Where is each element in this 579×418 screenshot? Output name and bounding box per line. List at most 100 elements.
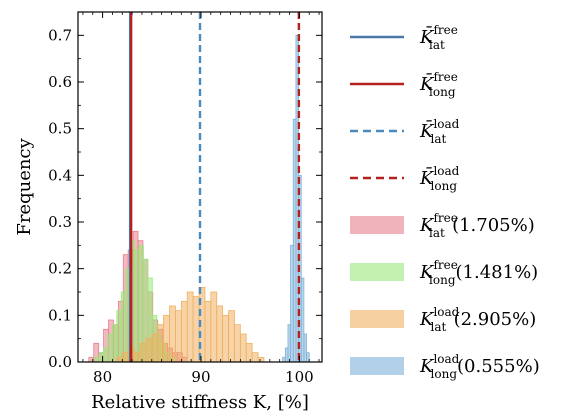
legend-sub: long: [431, 367, 458, 381]
y-tick-label: 0.3: [48, 213, 72, 231]
hist-bar: [186, 291, 194, 362]
legend-item: K̄free lat: [350, 23, 458, 52]
legend-symbol: K̄: [419, 72, 435, 95]
hist-bar: [239, 333, 247, 362]
hist-bar: [134, 249, 140, 362]
legend-sub: long: [431, 179, 458, 193]
legend-sub: lat: [429, 226, 445, 240]
axes-frame: [77, 11, 323, 363]
legend-item: Kfree lat (1.705%): [350, 211, 535, 240]
series-3: [282, 34, 310, 362]
legend-sup: load: [433, 352, 459, 366]
legend-label: Kload long(0.555%): [419, 352, 540, 381]
hist-bar: [112, 324, 118, 362]
legend-sup: free: [433, 70, 457, 84]
y-axis-label: Frequency: [14, 137, 35, 235]
legend-sup: load: [433, 164, 459, 178]
y-tick-label: 0.5: [48, 120, 72, 138]
hist-bar: [175, 310, 182, 362]
x-tick-label: 80: [93, 368, 112, 386]
legend-percent: (0.555%): [457, 356, 540, 377]
legend-label: K̄load lat: [419, 117, 460, 146]
legend-sup: free: [433, 211, 457, 225]
legend-label: Kfree long(1.481%): [419, 258, 538, 287]
hist-bar: [216, 305, 224, 362]
hist-bar: [121, 352, 129, 362]
hist-bar: [139, 342, 147, 362]
hist-bar: [107, 333, 113, 362]
hist-bar: [169, 305, 176, 362]
legend-sub: long: [429, 85, 456, 99]
y-tick-label: 0.0: [48, 353, 72, 371]
legend-sub: lat: [429, 38, 445, 52]
legend-sub: lat: [431, 320, 447, 334]
legend-symbol: K: [419, 262, 435, 283]
hist-bar: [163, 314, 170, 362]
legend-sup: free: [433, 23, 457, 37]
legend-symbol: K: [419, 215, 435, 236]
plot-vlines: [128, 12, 301, 362]
legend-symbol: K̄: [419, 119, 435, 142]
hist-bar: [228, 310, 235, 362]
legend-label: Kfree lat (1.705%): [419, 211, 535, 240]
legend-item: Kfree long(1.481%): [350, 258, 538, 287]
x-tick-label: 100: [285, 368, 314, 386]
legend-sub: long: [429, 273, 456, 287]
legend-symbol: K̄: [419, 166, 435, 189]
y-tick-label: 0.7: [48, 26, 72, 44]
hist-bar: [145, 338, 153, 362]
hist-bar: [94, 356, 100, 362]
legend-percent: (1.705%): [452, 215, 535, 236]
legend-patch-swatch: [350, 263, 404, 281]
legend-patch-swatch: [350, 216, 404, 234]
hist-bar: [116, 310, 122, 362]
legend-item: Kload lat (2.905%): [350, 305, 536, 334]
legend-symbol: K: [419, 356, 435, 377]
legend-patch-swatch: [350, 310, 404, 328]
legend-label: Kload lat (2.905%): [419, 305, 536, 334]
hist-bar: [234, 324, 241, 362]
hist-bar: [245, 342, 253, 362]
axis-ticks: 80 90 100 0.0 0.1 0.2 0.3 0.4 0.5 0.6 0.7: [48, 11, 322, 386]
legend-item: Kload long(0.555%): [350, 352, 540, 381]
y-tick-label: 0.6: [48, 73, 72, 91]
legend-sup: load: [433, 305, 459, 319]
legend-patch-swatch: [350, 357, 404, 375]
legend-sub: lat: [431, 132, 447, 146]
hist-bar: [204, 300, 212, 362]
legend-percent: (2.905%): [454, 309, 537, 330]
hist-bar: [210, 291, 218, 362]
legend-sup: load: [433, 117, 459, 131]
hist-bar: [157, 324, 164, 362]
legend-item: K̄free long: [350, 70, 458, 99]
hist-bar: [192, 296, 200, 362]
y-tick-label: 0.2: [48, 260, 72, 278]
legend-symbol: K: [419, 309, 435, 330]
x-tick-label: 90: [191, 368, 210, 386]
legend-item: K̄load long: [350, 164, 460, 193]
y-tick-label: 0.1: [48, 306, 72, 324]
legend-sup: free: [433, 258, 457, 272]
legend-label: K̄load long: [419, 164, 460, 193]
hist-bar: [257, 356, 265, 362]
legend-item: K̄load lat: [350, 117, 460, 146]
hist-bar: [303, 333, 307, 362]
hist-bar: [103, 347, 109, 362]
legend-symbol: K̄: [419, 25, 435, 48]
hist-bar: [120, 291, 127, 362]
series-1: [94, 240, 175, 362]
hist-bar: [115, 356, 123, 362]
hist-bar: [151, 333, 159, 362]
hist-bar: [133, 352, 141, 362]
hist-bar: [222, 314, 229, 362]
hist-bar: [251, 352, 259, 362]
hist-bar: [300, 277, 305, 362]
x-axis-label: Relative stiffness K, [%]: [91, 392, 309, 413]
hist-bar: [180, 300, 188, 362]
legend-percent: (1.481%): [456, 262, 539, 283]
y-tick-label: 0.4: [48, 166, 72, 184]
legend-label: K̄free long: [419, 70, 458, 99]
legend-label: K̄free lat: [419, 23, 458, 52]
